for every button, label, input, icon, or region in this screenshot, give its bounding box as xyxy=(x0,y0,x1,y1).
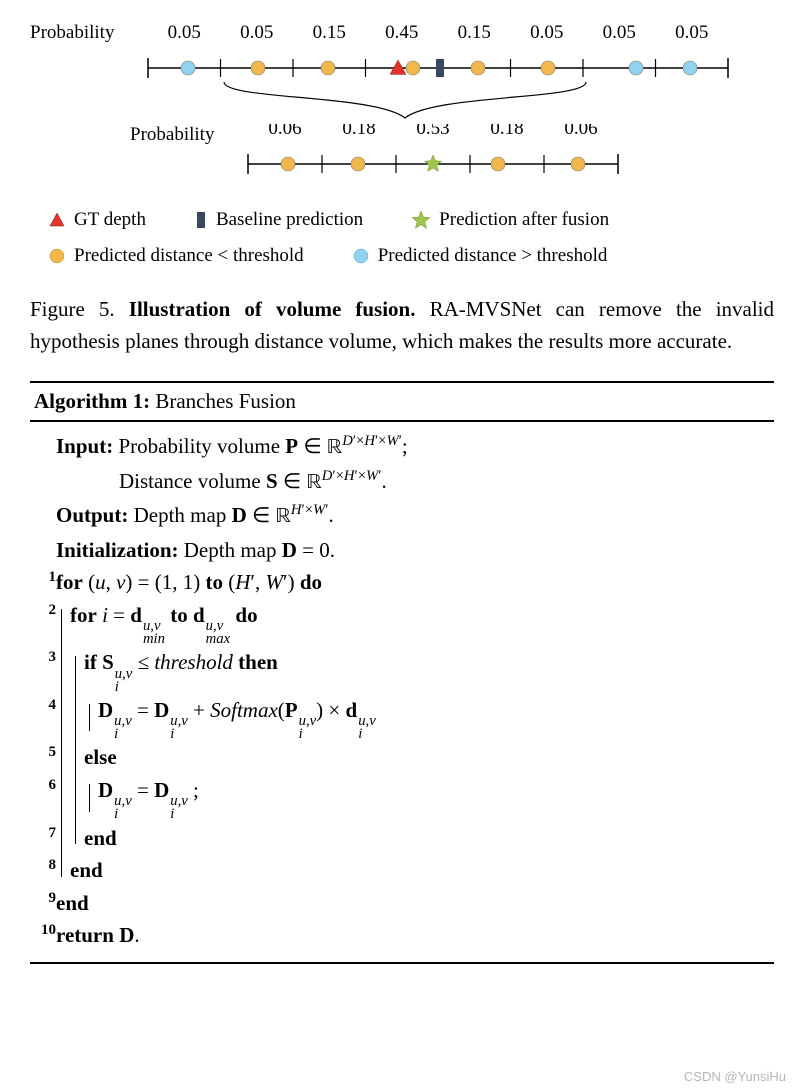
kw-end: end xyxy=(70,858,103,882)
legend-gtthr-label: Predicted distance > threshold xyxy=(378,238,608,274)
line4: Du,vi = Du,vi + Softmax(Pu,vi) × du,vi xyxy=(98,698,376,722)
input-label: Input: xyxy=(56,434,113,458)
init-line: Depth map D = 0. xyxy=(184,538,335,562)
input-line2: Distance volume S ∈ ℝD′×H′×W′. xyxy=(119,469,387,493)
kw-return: return xyxy=(56,923,114,947)
circle-icon xyxy=(352,247,370,265)
init-label: Initialization: xyxy=(56,538,179,562)
diagram-row1: Probability 0.050.050.150.450.150.050.05… xyxy=(30,20,774,130)
row1-axis: 0.05 0.05 0.15 0.45 0.15 0.05 0.05 0.05 xyxy=(138,20,748,130)
kw-to: to xyxy=(170,603,188,627)
row1-label: Probability xyxy=(30,20,138,44)
algorithm-box: Algorithm 1: Branches Fusion Input: Prob… xyxy=(30,381,774,964)
watermark: CSDN @YunsiHu xyxy=(684,1069,786,1084)
output-label: Output: xyxy=(56,503,128,527)
svg-text:0.45: 0.45 xyxy=(385,22,418,43)
svg-text:0.05: 0.05 xyxy=(168,22,201,43)
svg-text:0.05: 0.05 xyxy=(675,22,708,43)
legend-fusion: Prediction after fusion xyxy=(411,202,609,238)
line1b: (H′, W′) xyxy=(223,570,300,594)
legend-gt: GT depth xyxy=(48,202,146,238)
kw-end: end xyxy=(84,826,117,850)
diagram-row2: Probability 0.060.180.530.180.06 xyxy=(130,124,774,184)
algo-title-text: Branches Fusion xyxy=(150,389,296,413)
svg-text:0.06: 0.06 xyxy=(268,124,301,139)
input-line1: Probability volume P ∈ ℝD′×H′×W′; xyxy=(118,434,407,458)
rect-icon xyxy=(194,210,208,230)
volume-fusion-diagram: Probability 0.050.050.150.450.150.050.05… xyxy=(30,20,774,184)
caption-title: Illustration of volume fusion. xyxy=(129,297,416,321)
algorithm-body: Input: Probability volume P ∈ ℝD′×H′×W′;… xyxy=(30,421,774,962)
svg-text:0.18: 0.18 xyxy=(342,124,375,139)
svg-text:0.15: 0.15 xyxy=(458,22,491,43)
triangle-icon xyxy=(48,211,66,229)
svg-text:0.05: 0.05 xyxy=(240,22,273,43)
svg-text:0.53: 0.53 xyxy=(416,124,449,139)
algorithm-table: Input: Probability volume P ∈ ℝD′×H′×W′;… xyxy=(34,430,408,952)
circle-icon xyxy=(48,247,66,265)
kw-to: to xyxy=(205,570,223,594)
legend-baseline-label: Baseline prediction xyxy=(216,202,363,238)
kw-for: for xyxy=(56,570,83,594)
output-line: Depth map D ∈ ℝH′×W′. xyxy=(134,503,334,527)
kw-for: for xyxy=(70,603,97,627)
star-icon xyxy=(411,210,431,230)
legend-lt-label: Predicted distance < threshold xyxy=(74,238,304,274)
svg-text:0.15: 0.15 xyxy=(313,22,346,43)
legend-gt-label: GT depth xyxy=(74,202,146,238)
line2: i = du,vmin xyxy=(102,603,170,627)
line3: Su,vi ≤ threshold xyxy=(102,650,238,674)
legend-gtthr: Predicted distance > threshold xyxy=(352,238,608,274)
algo-title-label: Algorithm 1: xyxy=(34,389,150,413)
kw-then: then xyxy=(238,650,278,674)
legend: GT depth Baseline prediction Prediction … xyxy=(48,202,774,274)
caption-prefix: Figure 5. xyxy=(30,297,129,321)
line6: Du,vi = Du,vi ; xyxy=(98,778,199,802)
line2b: du,vmax xyxy=(188,603,236,627)
svg-text:0.18: 0.18 xyxy=(490,124,523,139)
svg-text:0.05: 0.05 xyxy=(603,22,636,43)
kw-else: else xyxy=(84,745,117,769)
kw-end: end xyxy=(56,891,89,915)
legend-fusion-label: Prediction after fusion xyxy=(439,202,609,238)
svg-text:0.05: 0.05 xyxy=(530,22,563,43)
kw-do: do xyxy=(235,603,257,627)
legend-lt: Predicted distance < threshold xyxy=(48,238,304,274)
legend-baseline: Baseline prediction xyxy=(194,202,363,238)
line1: (u, v) = (1, 1) xyxy=(88,570,205,594)
return-val: D. xyxy=(119,923,139,947)
kw-do: do xyxy=(300,570,322,594)
svg-text:0.06: 0.06 xyxy=(564,124,597,139)
algorithm-title: Algorithm 1: Branches Fusion xyxy=(30,383,774,421)
row2-axis: 0.06 0.18 0.53 0.18 0.06 xyxy=(238,124,638,184)
figure-caption: Figure 5. Illustration of volume fusion.… xyxy=(30,294,774,357)
kw-if: if xyxy=(84,650,97,674)
